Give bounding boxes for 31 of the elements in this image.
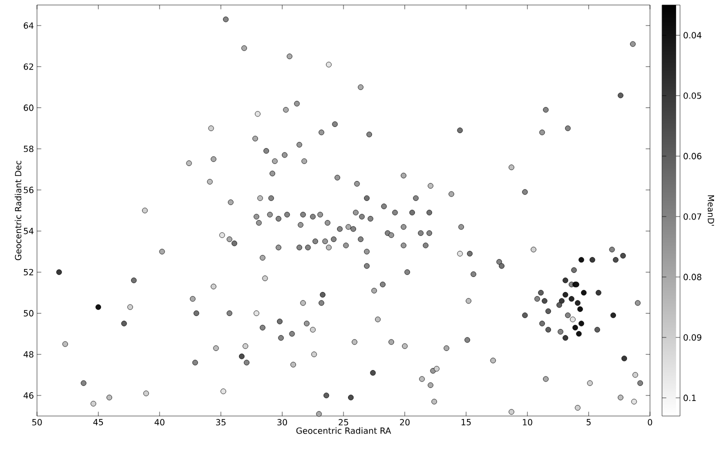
color-bar-label: 0.08: [684, 274, 702, 280]
x-tick-label: 10: [522, 419, 532, 426]
color-bar-label: 0.1: [684, 394, 696, 402]
y-tick-label: 54: [24, 228, 34, 234]
x-tick-label: 0: [648, 419, 652, 426]
color-bar-title: MeanD': [708, 195, 714, 226]
y-tick-label: 46: [24, 392, 34, 399]
y-tick-label: 50: [24, 310, 34, 316]
y-tick-label: 58: [24, 146, 34, 152]
x-tick-label: 35: [216, 419, 226, 426]
x-tick-label: 40: [154, 419, 164, 426]
color-bar-label: 0.05: [684, 92, 702, 99]
x-tick-label: 5: [586, 419, 591, 426]
x-tick-label: 20: [400, 419, 410, 426]
x-tick-label: 25: [338, 419, 348, 426]
x-tick-label: 45: [93, 419, 103, 426]
y-tick-label: 60: [24, 104, 34, 111]
y-tick-label: 64: [24, 22, 34, 29]
x-tick-label: 50: [32, 419, 42, 426]
color-bar-label: 0.06: [684, 152, 702, 160]
color-bar-label: 0.07: [684, 213, 702, 220]
y-tick-label: 48: [24, 351, 34, 358]
y-tick-label: 52: [24, 268, 34, 276]
color-bar-label: 0.04: [684, 32, 702, 38]
x-tick-label: 30: [277, 419, 288, 426]
y-tick-label: 56: [24, 186, 34, 194]
x-axis-title: Geocentric Radiant RA: [296, 427, 392, 434]
y-tick-label: 62: [24, 63, 34, 70]
color-bar-label: 0.09: [684, 334, 702, 341]
y-axis-title: Geocentric Radiant Dec: [14, 160, 22, 260]
x-tick-label: 15: [462, 419, 471, 426]
